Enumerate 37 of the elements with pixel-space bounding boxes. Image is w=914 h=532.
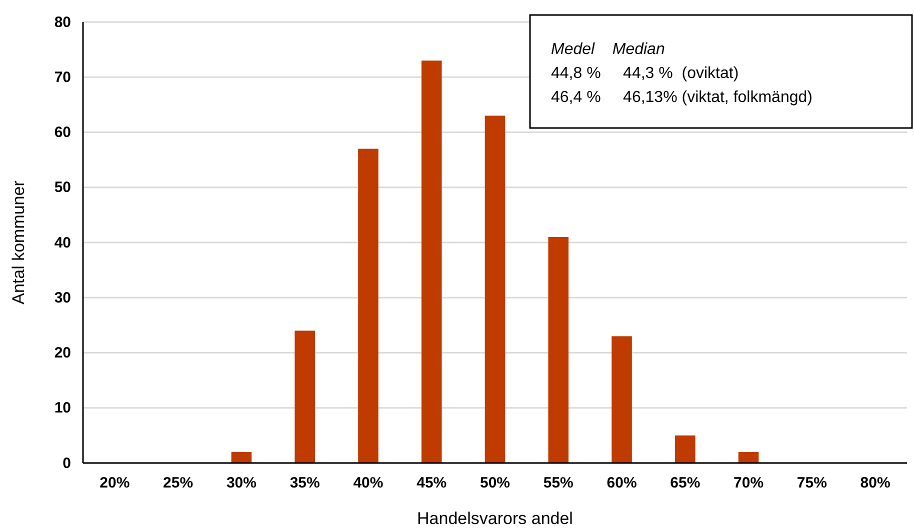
bar — [612, 336, 632, 463]
x-tick-label: 45% — [416, 474, 447, 492]
x-tick-label: 75% — [796, 474, 827, 492]
x-tick-label: 55% — [543, 474, 574, 492]
x-tick-label: 25% — [163, 474, 194, 492]
bar — [358, 148, 378, 463]
bar — [675, 435, 696, 463]
annotation: Medel Median — [551, 41, 665, 58]
y-tick-label: 80 — [54, 14, 71, 31]
annotation: 44,8 % 44,3 % (oviktat) — [551, 65, 739, 82]
y-axis-title: Antal kommuner — [9, 180, 28, 304]
y-tick-label: 60 — [54, 124, 71, 142]
bar — [231, 452, 252, 463]
x-tick-label: 80% — [860, 474, 890, 492]
y-tick-label: 20 — [54, 344, 71, 362]
annotation: 46,4 % 46,13% (viktat, folkmängd) — [551, 89, 812, 106]
bar — [294, 330, 315, 463]
y-tick-label: 70 — [54, 68, 71, 86]
y-tick-label: 0 — [62, 454, 71, 472]
bar — [421, 60, 442, 463]
x-tick-label: 65% — [670, 474, 700, 492]
x-tick-label: 50% — [480, 474, 510, 492]
y-tick-label: 40 — [54, 234, 71, 252]
bar — [484, 116, 506, 463]
y-tick-label: 10 — [54, 400, 71, 417]
x-tick-label: 70% — [734, 474, 764, 492]
note-box: Medel Median 44,8 % 44,3 % (oviktat) 46,4 % 46,13% (viktat, folkmängd) — [529, 14, 913, 129]
x-tick-label: 20% — [100, 474, 130, 492]
x-tick-label: 60% — [606, 474, 637, 492]
x-tick-label: 40% — [353, 474, 384, 492]
y-tick-label: 30 — [54, 289, 71, 306]
x-tick-label: 30% — [226, 474, 256, 492]
x-axis-title: Handelsvarors andel — [417, 509, 573, 528]
bar — [548, 236, 569, 463]
x-tick-label: 35% — [290, 474, 320, 492]
bar — [738, 452, 759, 463]
y-tick-label: 50 — [54, 179, 71, 196]
